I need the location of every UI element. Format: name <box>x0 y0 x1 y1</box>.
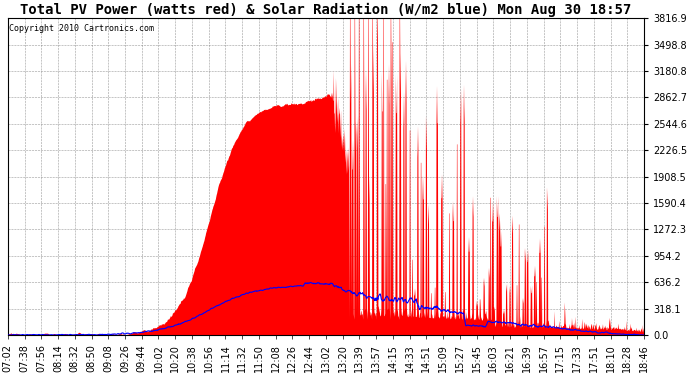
Text: Copyright 2010 Cartronics.com: Copyright 2010 Cartronics.com <box>9 24 154 33</box>
Title: Total PV Power (watts red) & Solar Radiation (W/m2 blue) Mon Aug 30 18:57: Total PV Power (watts red) & Solar Radia… <box>20 3 631 17</box>
